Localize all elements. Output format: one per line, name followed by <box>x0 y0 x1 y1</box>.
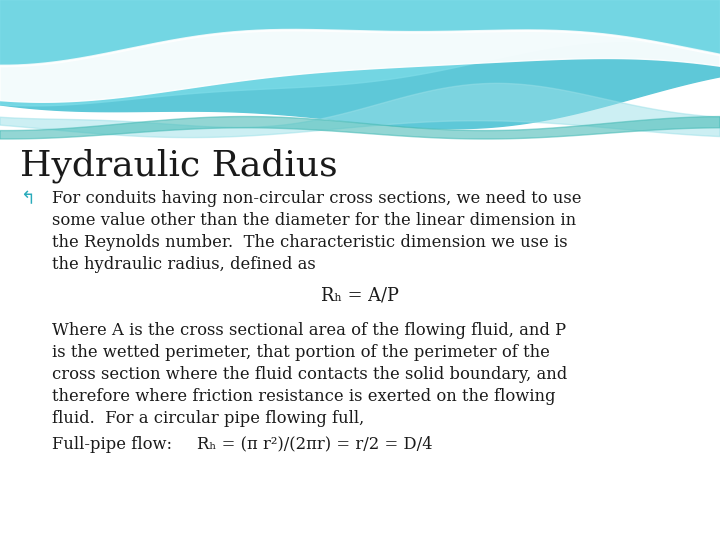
Text: ↰: ↰ <box>20 191 35 208</box>
Text: is the wetted perimeter, that portion of the perimeter of the: is the wetted perimeter, that portion of… <box>52 343 550 361</box>
Text: the Reynolds number.  The characteristic dimension we use is: the Reynolds number. The characteristic … <box>52 234 567 252</box>
Text: Hydraulic Radius: Hydraulic Radius <box>20 148 338 183</box>
Text: some value other than the diameter for the linear dimension in: some value other than the diameter for t… <box>52 212 576 230</box>
Text: the hydraulic radius, defined as: the hydraulic radius, defined as <box>52 256 316 273</box>
Text: Rₕ = (π r²)/(2πr) = r/2 = D/4: Rₕ = (π r²)/(2πr) = r/2 = D/4 <box>197 436 433 453</box>
Text: For conduits having non-circular cross sections, we need to use: For conduits having non-circular cross s… <box>52 191 582 207</box>
Text: cross section where the fluid contacts the solid boundary, and: cross section where the fluid contacts t… <box>52 366 567 383</box>
Text: Full-pipe flow:: Full-pipe flow: <box>52 436 172 453</box>
Text: Rₕ = A/P: Rₕ = A/P <box>321 286 399 305</box>
Text: fluid.  For a circular pipe flowing full,: fluid. For a circular pipe flowing full, <box>52 410 364 427</box>
Text: therefore where friction resistance is exerted on the flowing: therefore where friction resistance is e… <box>52 388 556 404</box>
Text: Where A is the cross sectional area of the flowing fluid, and P: Where A is the cross sectional area of t… <box>52 322 566 339</box>
